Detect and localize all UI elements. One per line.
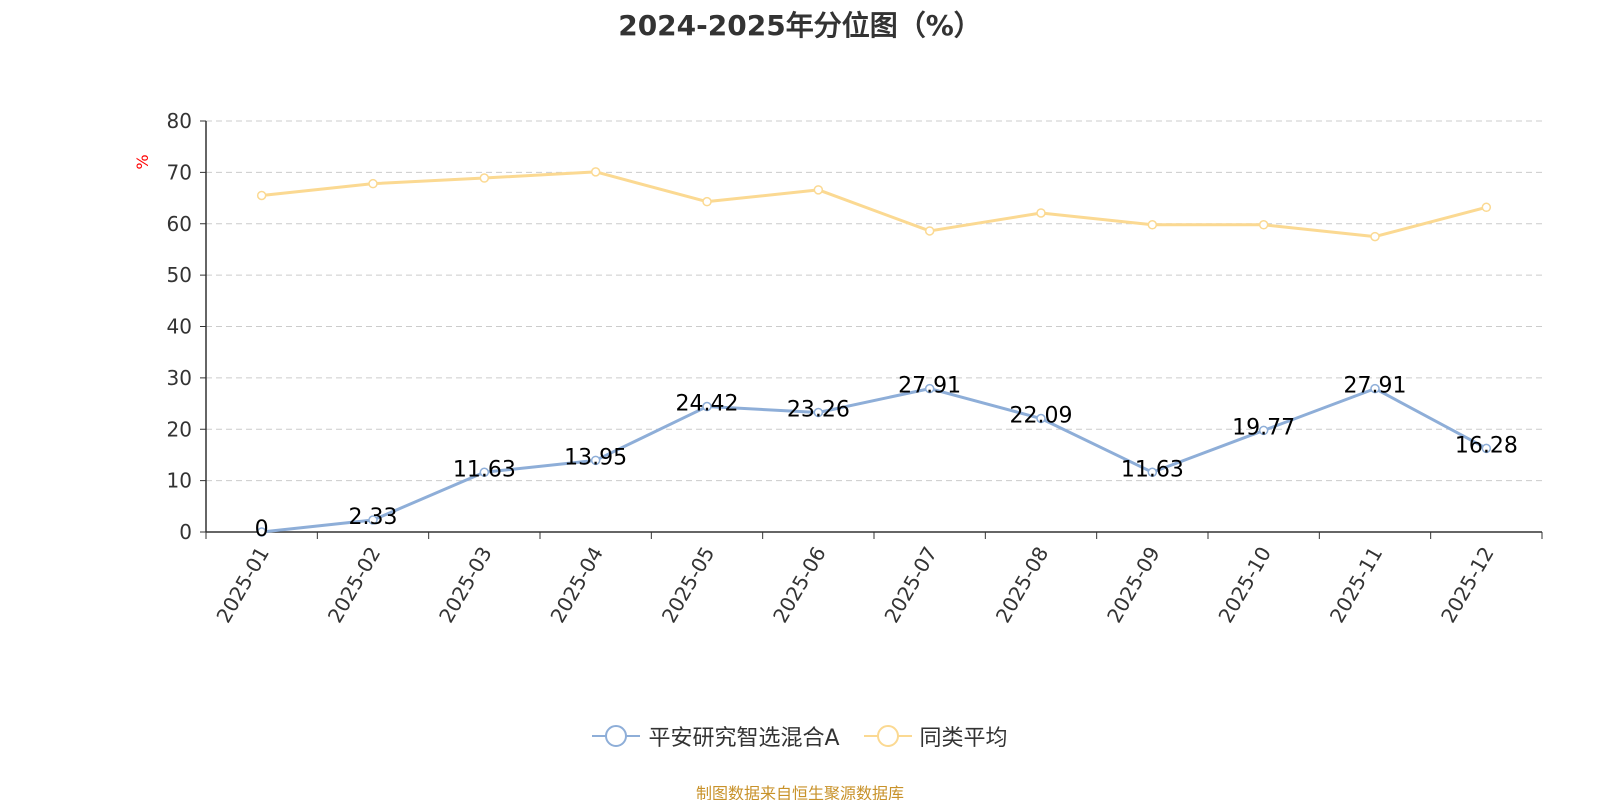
data-point	[479, 173, 490, 183]
data-point	[702, 196, 712, 207]
data-label: 19.77	[1232, 415, 1295, 440]
legend-item[interactable]: 平安研究智选混合A	[592, 720, 840, 752]
data-point	[1036, 413, 1046, 424]
data-label: 24.42	[676, 392, 739, 417]
y-tick-label: 20	[167, 417, 192, 441]
data-point	[368, 515, 378, 525]
data-point	[368, 178, 378, 189]
data-point	[590, 455, 601, 466]
legend-marker-icon	[592, 724, 641, 748]
data-point	[1147, 220, 1158, 230]
x-tick-label: 2025-02	[323, 543, 386, 627]
x-tick-label: 2025-11	[1325, 543, 1388, 627]
x-tick-label: 2025-12	[1436, 543, 1499, 627]
data-label: 22.09	[1010, 404, 1073, 429]
x-tick-label: 2025-04	[545, 543, 608, 627]
y-tick-label: 0	[179, 520, 192, 544]
x-tick-label: 2025-01	[211, 543, 274, 627]
series-line	[261, 170, 1487, 239]
data-label: 2.33	[349, 505, 398, 530]
data-label: 0	[255, 517, 269, 542]
data-point	[1370, 383, 1380, 394]
x-tick-label: 2025-10	[1213, 543, 1276, 627]
x-tick-label: 2025-05	[657, 543, 720, 627]
data-point	[479, 467, 490, 478]
data-point	[256, 527, 267, 537]
y-tick-label: 10	[167, 469, 192, 493]
data-point	[590, 167, 601, 177]
data-point	[924, 226, 935, 236]
data-label: 27.91	[1344, 374, 1407, 399]
data-source-note: 制图数据来自恒生聚源数据库	[695, 784, 904, 800]
data-point	[813, 185, 824, 195]
y-tick-label: 50	[167, 263, 192, 287]
line-chart: 0 10 20 30 40 50 60 70 80% 2025-01 2025-02 2025-03 2…	[133, 109, 1543, 627]
data-point	[1147, 467, 1158, 478]
y-axis-label: %	[133, 154, 152, 169]
data-point	[1481, 443, 1492, 454]
x-tick-label: 2025-09	[1102, 543, 1165, 627]
data-label: 13.95	[564, 445, 627, 470]
x-tick-label: 2025-07	[879, 543, 942, 627]
data-label: 16.28	[1455, 433, 1518, 458]
x-tick-label: 2025-08	[991, 543, 1054, 627]
data-label: 23.26	[787, 398, 850, 423]
legend-item[interactable]: 同类平均	[863, 720, 1008, 752]
x-tick-label: 2025-06	[768, 543, 831, 627]
data-point	[1258, 425, 1269, 436]
data-label: 27.91	[898, 374, 961, 399]
y-tick-label: 40	[167, 315, 192, 339]
x-tick-label: 2025-03	[434, 543, 497, 627]
data-point	[1481, 202, 1492, 213]
data-point	[813, 407, 824, 418]
data-point	[702, 401, 712, 412]
data-point	[1036, 208, 1046, 218]
data-label: 11.63	[1121, 457, 1184, 482]
y-tick-label: 30	[167, 366, 192, 390]
data-point	[256, 190, 267, 201]
legend-marker-icon	[863, 724, 912, 748]
legend-label: 平安研究智选混合A	[648, 726, 840, 751]
y-tick-label: 70	[167, 160, 192, 184]
data-point	[1370, 231, 1380, 242]
data-label: 11.63	[453, 457, 516, 482]
y-tick-label: 80	[167, 109, 192, 133]
chart-legend: 平安研究智选混合A 同类平均	[0, 720, 1600, 752]
y-tick-label: 60	[167, 212, 192, 236]
data-point	[924, 383, 935, 394]
data-point	[1258, 220, 1269, 230]
chart-title: 2024-2025年分位图（%）	[618, 9, 982, 42]
legend-label: 同类平均	[919, 726, 1008, 751]
series-line	[261, 387, 1488, 534]
